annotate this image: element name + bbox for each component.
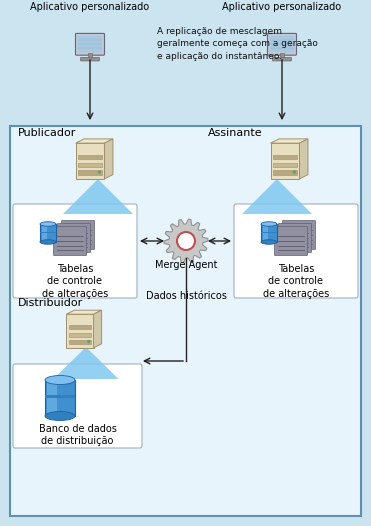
Bar [69,340,91,344]
Text: Aplicativo personalizado: Aplicativo personalizado [30,2,150,12]
Text: Assinante: Assinante [208,128,263,138]
FancyBboxPatch shape [76,33,105,55]
FancyBboxPatch shape [62,220,95,249]
Ellipse shape [45,411,75,420]
FancyBboxPatch shape [53,227,86,256]
FancyBboxPatch shape [273,57,292,61]
Polygon shape [242,179,312,214]
Polygon shape [63,179,133,214]
Text: Merge Agent: Merge Agent [155,260,217,270]
Polygon shape [270,139,308,143]
Text: A replicação de mesclagem
geralmente começa com a geração
e aplicação do instant: A replicação de mesclagem geralmente com… [157,27,318,61]
FancyBboxPatch shape [282,220,315,249]
Bar [66,314,93,348]
Text: Tabelas
de controle
de alterações: Tabelas de controle de alterações [42,264,108,299]
Bar [76,143,105,179]
FancyBboxPatch shape [13,364,142,448]
Bar [273,170,297,175]
Text: Tabelas
de controle
de alterações: Tabelas de controle de alterações [263,264,329,299]
Text: Distribuidor: Distribuidor [18,298,83,308]
Text: Dados históricos: Dados históricos [145,291,226,301]
Bar [69,326,91,329]
Bar [78,170,102,175]
Polygon shape [53,347,118,379]
Bar [47,380,57,416]
FancyBboxPatch shape [81,57,99,61]
Circle shape [177,232,195,250]
Bar [40,224,56,242]
Circle shape [293,170,296,174]
Circle shape [87,340,91,343]
Polygon shape [299,139,308,179]
Bar [69,332,91,337]
Ellipse shape [45,376,75,385]
Bar [261,231,277,233]
Polygon shape [105,139,113,179]
FancyBboxPatch shape [267,33,296,55]
Bar [78,163,102,167]
Bar [270,143,299,179]
FancyBboxPatch shape [234,204,358,298]
Bar [40,231,56,233]
Polygon shape [66,310,102,314]
Polygon shape [93,310,102,348]
FancyBboxPatch shape [58,224,91,252]
Bar [42,224,47,242]
Polygon shape [164,219,208,263]
Bar [45,380,75,416]
FancyBboxPatch shape [10,126,361,516]
Bar [88,53,92,59]
Circle shape [183,237,190,245]
Bar [273,155,297,159]
Bar [273,163,297,167]
Ellipse shape [40,222,56,226]
Bar [261,224,277,242]
Text: Banco de dados
de distribuição: Banco de dados de distribuição [39,424,116,447]
Bar [280,53,284,59]
Polygon shape [76,139,113,143]
Bar [263,224,268,242]
Ellipse shape [261,240,277,244]
Text: Aplicativo personalizado: Aplicativo personalizado [223,2,342,12]
FancyBboxPatch shape [279,224,312,252]
Bar [45,395,75,398]
Circle shape [98,170,101,174]
FancyBboxPatch shape [275,227,308,256]
Ellipse shape [261,222,277,226]
Bar [78,155,102,159]
Text: Publicador: Publicador [18,128,76,138]
Ellipse shape [40,240,56,244]
Bar [270,36,294,53]
Bar [78,36,102,53]
FancyBboxPatch shape [13,204,137,298]
